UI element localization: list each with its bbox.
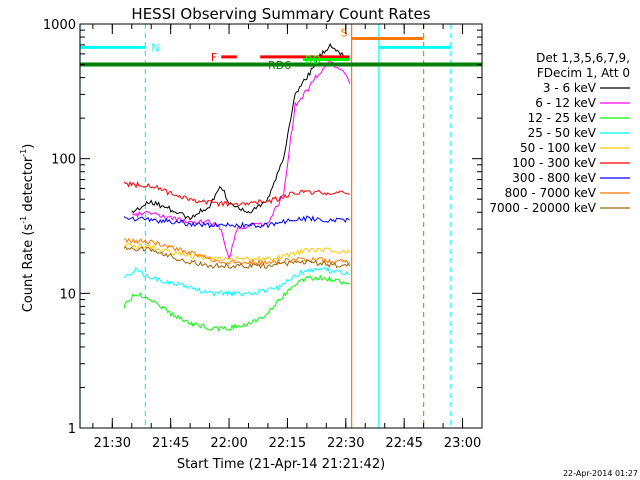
y-tick-label-3: 1000 [43, 18, 76, 33]
legend-label-5: 100 - 300 keV [512, 156, 596, 170]
legend-label-0: 3 - 6 keV [543, 81, 597, 95]
x-tick-label-5: 22:45 [385, 436, 422, 451]
flag-label-5: RD [305, 53, 321, 66]
x-tick-label-2: 22:00 [210, 436, 247, 451]
legend-label-7: 800 - 7000 keV [505, 186, 597, 200]
series-line-4 [123, 242, 351, 263]
series-line-2 [123, 274, 351, 332]
y-tick-label-0: 1 [68, 422, 76, 437]
flag-label-3: F [211, 51, 217, 64]
legend: Det 1,3,5,6,7,9, FDecim 1, Att 0 3 - 6 k… [489, 51, 630, 215]
legend-label-3: 25 - 50 keV [528, 126, 597, 140]
flag-label-6: RD6 [268, 59, 291, 72]
x-tick-label-1: 21:45 [152, 436, 189, 451]
legend-header-2: FDecim 1, Att 0 [537, 66, 630, 80]
flag-label-2: S [341, 27, 348, 40]
series-line-6 [123, 215, 351, 229]
series-line-1 [131, 59, 351, 260]
flag-bars: N S F RD RD6 [80, 27, 482, 72]
footer-date: 22-Apr-2014 01:27 [563, 469, 638, 478]
series-line-8 [123, 245, 351, 269]
x-tick-label-4: 22:30 [327, 436, 364, 451]
series-group [123, 42, 351, 332]
axes [79, 23, 483, 429]
legend-label-8: 7000 - 20000 keV [489, 201, 596, 215]
flag-vertical-lines [79, 24, 452, 428]
flag-label-0: N [151, 41, 159, 54]
series-line-7 [123, 237, 351, 267]
legend-header-1: Det 1,3,5,6,7,9, [536, 51, 630, 65]
legend-label-4: 50 - 100 keV [520, 141, 597, 155]
x-axis-label: Start Time (21-Apr-14 21:21:42) [177, 457, 385, 472]
y-axis-label: Count Rate (s-1 detector-1) [19, 144, 36, 313]
legend-label-2: 12 - 25 keV [528, 111, 597, 125]
series-line-3 [123, 266, 350, 297]
legend-label-1: 6 - 12 keV [535, 96, 597, 110]
plot-frame [79, 23, 483, 429]
legend-label-6: 300 - 800 keV [512, 171, 596, 185]
series-line-0 [131, 42, 351, 221]
x-tick-label-0: 21:30 [94, 436, 131, 451]
series-line-5 [123, 180, 350, 208]
y-tick-label-2: 100 [51, 153, 76, 168]
y-tick-label-1: 10 [59, 287, 76, 302]
x-tick-label-6: 23:00 [444, 436, 481, 451]
x-tick-label-3: 22:15 [269, 436, 306, 451]
chart-title: HESSI Observing Summary Count Rates [131, 5, 430, 23]
